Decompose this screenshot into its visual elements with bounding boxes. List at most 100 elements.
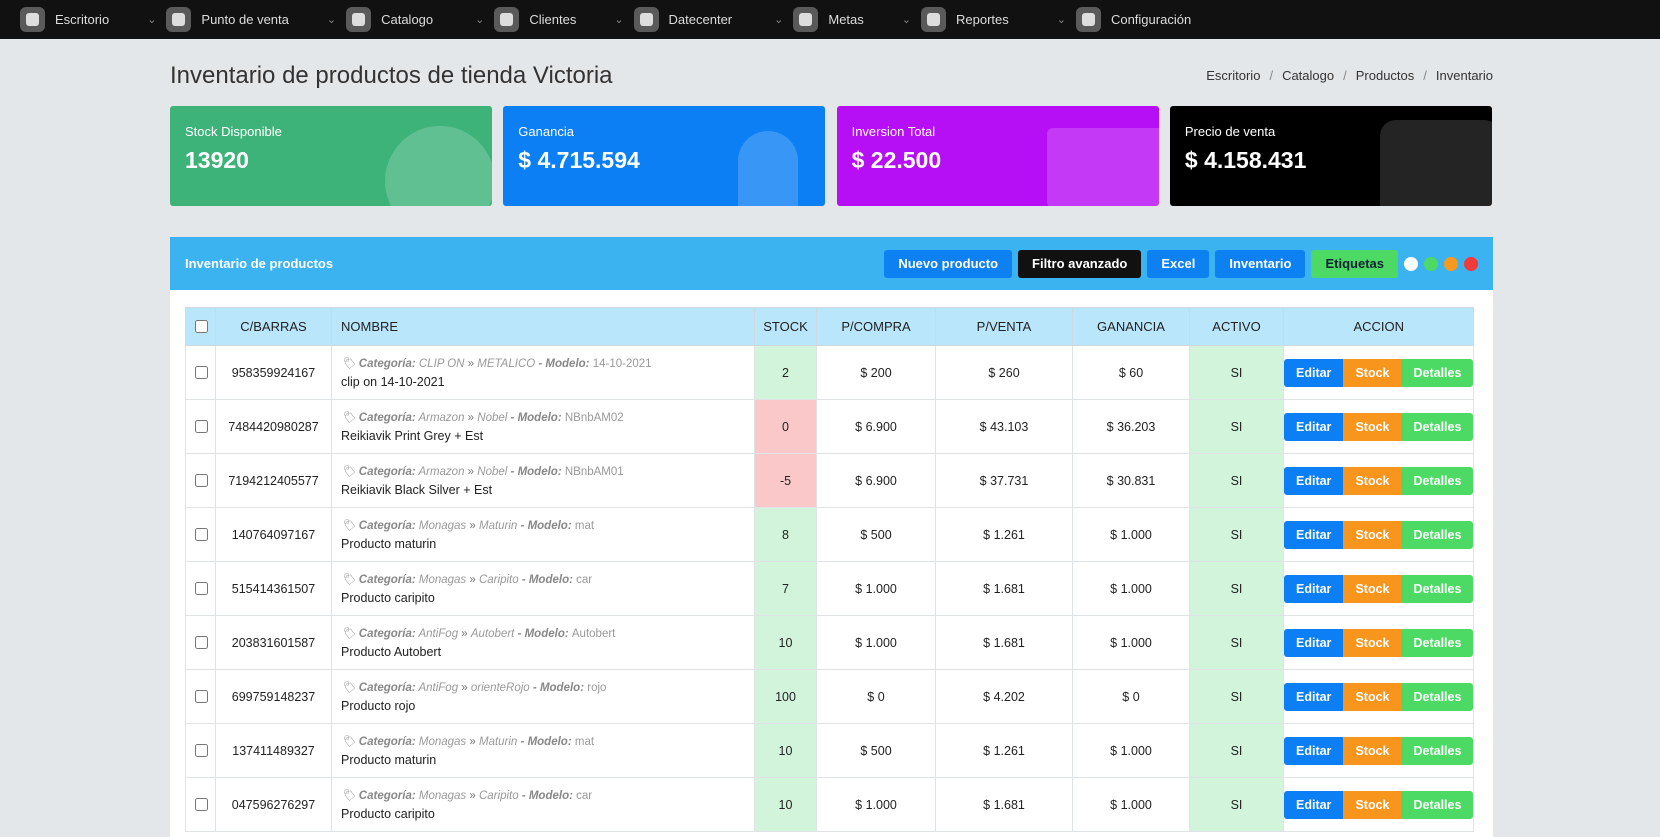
nav-item[interactable]: Escritorio: [20, 7, 109, 32]
row-checkbox[interactable]: [194, 366, 208, 379]
action-button[interactable]: Detalles: [1401, 358, 1474, 387]
nav-item[interactable]: Catalogo: [346, 7, 433, 32]
model-label: - Modelo:: [532, 681, 585, 694]
action-button[interactable]: Stock: [1343, 574, 1402, 603]
panel-button[interactable]: Nuevo producto: [884, 249, 1013, 278]
tag-icon: 🏷: [341, 465, 359, 478]
buy-price-cell: $ 1.000: [816, 615, 936, 670]
nav-item[interactable]: Punto de venta: [166, 7, 289, 32]
active-cell: SI: [1189, 399, 1284, 454]
breadcrumb-item[interactable]: Productos: [1355, 68, 1415, 83]
model: mat: [574, 735, 595, 748]
category-label: Categoría:: [358, 627, 416, 640]
action-button[interactable]: Detalles: [1401, 520, 1474, 549]
row-checkbox[interactable]: [194, 528, 208, 541]
action-button[interactable]: Detalles: [1401, 682, 1474, 711]
nav-item[interactable]: Metas: [793, 7, 864, 32]
row-checkbox[interactable]: [194, 744, 208, 757]
select-all[interactable]: [194, 320, 208, 333]
action-button[interactable]: Editar: [1284, 628, 1344, 657]
action-button[interactable]: Editar: [1284, 520, 1344, 549]
stock-cell: 7: [754, 561, 817, 616]
cell: [185, 507, 216, 562]
row-checkbox[interactable]: [194, 420, 208, 433]
row-checkbox[interactable]: [194, 798, 208, 811]
action-button[interactable]: Stock: [1343, 466, 1402, 495]
buy-price-cell: $ 0: [816, 669, 936, 724]
model-label: - Modelo:: [510, 465, 562, 478]
action-button[interactable]: Editar: [1284, 736, 1344, 765]
action-button[interactable]: Stock: [1343, 358, 1402, 387]
action-button[interactable]: Editar: [1284, 466, 1344, 495]
header-cell: C/BARRAS: [215, 307, 332, 346]
action-button[interactable]: Detalles: [1401, 466, 1474, 495]
nav-label: Escritorio: [55, 12, 110, 27]
row-checkbox[interactable]: [194, 582, 208, 595]
row-checkbox[interactable]: [194, 636, 208, 649]
tag-icon: 🏷: [341, 627, 359, 640]
action-button[interactable]: Stock: [1343, 628, 1402, 657]
nav-icon: [920, 7, 946, 32]
breadcrumb-item[interactable]: Catalogo: [1282, 68, 1335, 83]
action-button[interactable]: Detalles: [1401, 412, 1474, 441]
action-button[interactable]: Stock: [1343, 790, 1402, 819]
category: Monagas: [418, 789, 467, 802]
window-control[interactable]: [1464, 256, 1478, 271]
action-button[interactable]: Detalles: [1401, 736, 1474, 765]
stat-card: Ganancia $ 4.715.594: [503, 106, 826, 206]
tag-icon: 🏷: [341, 735, 359, 748]
action-cell: Editar Stock Detalles: [1282, 399, 1475, 454]
profit-cell: $ 1.000: [1072, 615, 1190, 670]
action-button[interactable]: Editar: [1284, 574, 1344, 603]
panel-button[interactable]: Excel: [1147, 249, 1210, 278]
nav-icon: [166, 7, 192, 32]
chevrons: »: [466, 735, 479, 748]
subcategory: Maturin: [478, 519, 518, 532]
nav-item[interactable]: Clientes: [494, 7, 576, 32]
action-button[interactable]: Editar: [1284, 790, 1344, 819]
action-button[interactable]: Stock: [1343, 412, 1402, 441]
product-name: Producto Autobert: [341, 644, 442, 659]
category-label: Categoría:: [358, 573, 416, 586]
action-button[interactable]: Stock: [1343, 736, 1402, 765]
panel-button[interactable]: Filtro avanzado: [1018, 249, 1142, 278]
action-cell: Editar Stock Detalles: [1282, 723, 1475, 778]
window-control[interactable]: [1444, 256, 1458, 271]
subcategory: METALICO: [477, 357, 536, 370]
nav-item[interactable]: Datecenter: [633, 7, 732, 32]
table-row: 137411489327 🏷 Categoría: Monagas » Matur…: [185, 723, 1475, 778]
window-control[interactable]: [1404, 256, 1418, 271]
chevrons: »: [464, 465, 478, 478]
header-cell: ACCION: [1282, 307, 1475, 346]
breadcrumb-item[interactable]: Escritorio: [1206, 68, 1261, 83]
card-value: 13920: [185, 147, 249, 173]
action-button[interactable]: Detalles: [1401, 574, 1474, 603]
panel-button[interactable]: Etiquetas: [1311, 249, 1398, 278]
cell: [185, 723, 216, 778]
action-button[interactable]: Editar: [1284, 412, 1344, 441]
nav-item[interactable]: Reportes: [920, 7, 1009, 32]
stat-card: Inversion Total $ 22.500: [836, 106, 1159, 206]
category-label: Categoría:: [358, 465, 416, 478]
action-button[interactable]: Editar: [1284, 358, 1344, 387]
row-checkbox[interactable]: [194, 690, 208, 703]
row-checkbox[interactable]: [194, 474, 208, 487]
action-button[interactable]: Editar: [1284, 682, 1344, 711]
product-meta: 🏷 Categoría: Monagas » Maturin - Modelo:…: [341, 517, 754, 535]
cell: [185, 669, 216, 724]
cell: [185, 777, 216, 832]
window-control[interactable]: [1424, 256, 1438, 271]
sell-price-cell: $ 43.103: [935, 399, 1073, 454]
nav-item[interactable]: Configuración: [1075, 7, 1191, 32]
action-button[interactable]: Detalles: [1401, 790, 1474, 819]
category: CLIP ON: [418, 357, 465, 370]
category-label: Categoría:: [358, 519, 416, 532]
cell: [185, 399, 216, 454]
action-button[interactable]: Detalles: [1401, 628, 1474, 657]
action-button[interactable]: Stock: [1343, 682, 1402, 711]
breadcrumb-item[interactable]: Inventario: [1435, 68, 1493, 83]
action-button[interactable]: Stock: [1343, 520, 1402, 549]
nav-icon: [346, 7, 372, 32]
panel-button[interactable]: Inventario: [1215, 249, 1306, 278]
